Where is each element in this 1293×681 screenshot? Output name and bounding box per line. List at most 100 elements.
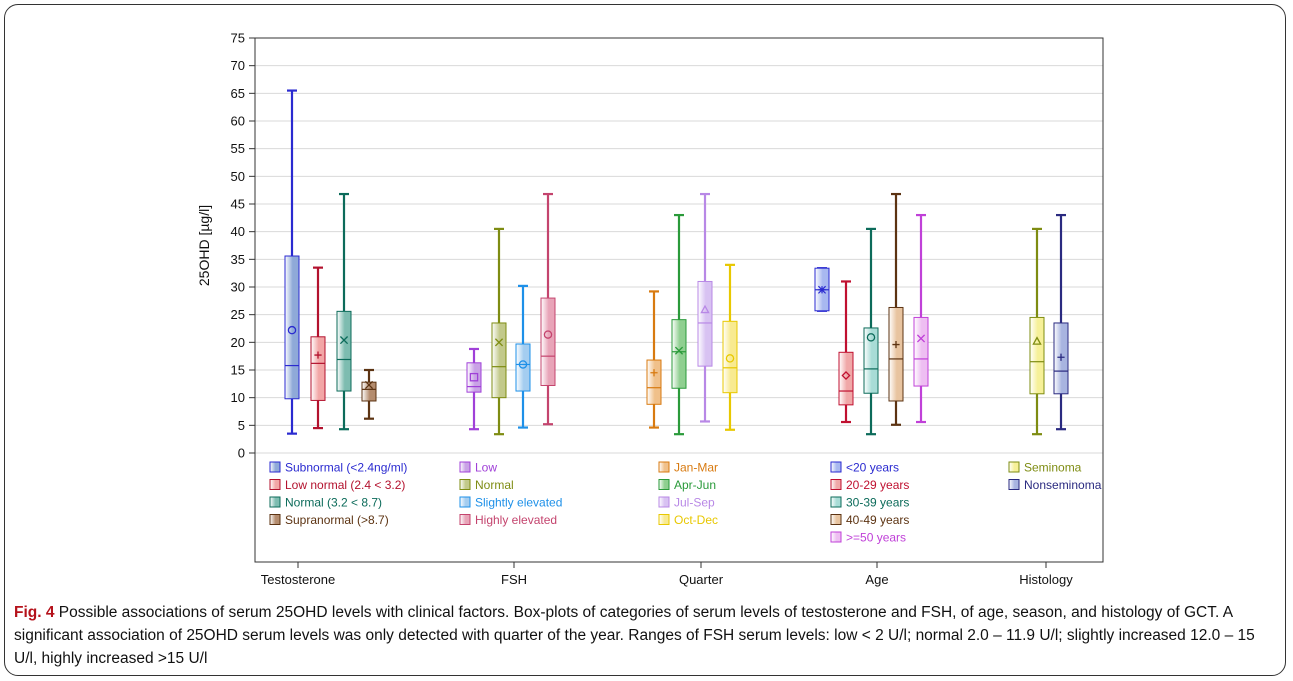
box — [863, 327, 879, 394]
y-tick-label: 75 — [231, 31, 245, 46]
mean-marker — [817, 285, 827, 294]
mean-marker — [494, 338, 504, 347]
y-tick-label: 40 — [231, 224, 245, 239]
legend-swatch — [830, 496, 842, 508]
legend-label: Subnormal (<2.4ng/ml) — [285, 461, 407, 475]
legend-swatch — [830, 479, 842, 490]
mean-marker — [1057, 353, 1065, 361]
boxplot-chart: 0 5 10 15 20 25 30 35 40 45 50 55 60 65 70 75 25OHD [µg/… — [196, 31, 1104, 587]
legend-swatch — [269, 496, 281, 508]
legend-swatch — [269, 461, 281, 473]
mean-marker — [518, 360, 528, 369]
box — [913, 316, 929, 387]
plot-border — [254, 37, 1104, 563]
x-tick-label: Testosterone — [261, 572, 335, 587]
legend-swatch — [830, 514, 842, 525]
y-tick-label: 10 — [231, 390, 245, 405]
y-tick-label: 65 — [231, 86, 245, 101]
box — [1029, 316, 1045, 395]
mean-marker — [892, 340, 900, 349]
mean-marker — [543, 330, 553, 339]
mean-marker — [1032, 336, 1042, 345]
legend-label: Oct-Dec — [674, 513, 718, 527]
box — [888, 306, 904, 402]
legend-label: 30-39 years — [846, 496, 909, 510]
y-tick-label: 45 — [231, 197, 245, 212]
legend-label: >=50 years — [846, 531, 906, 545]
legend-swatch — [269, 479, 281, 490]
mean-marker — [916, 334, 926, 343]
legend-swatch — [658, 514, 670, 525]
legend-swatch — [1008, 479, 1020, 490]
box — [646, 359, 662, 405]
y-tick-label: 35 — [231, 252, 245, 267]
legend-swatch — [459, 514, 471, 525]
mean-marker — [364, 380, 374, 389]
legend-label: Supranormal (>8.7) — [285, 513, 389, 527]
box — [310, 336, 326, 401]
legend-label: <20 years — [846, 461, 899, 475]
legend-label: 40-49 years — [846, 513, 909, 527]
legend-swatch — [658, 496, 670, 508]
y-tick-label: 0 — [238, 446, 245, 461]
mean-marker — [650, 369, 658, 377]
x-tick-label: Histology — [1019, 572, 1073, 587]
legend-swatch — [459, 479, 471, 490]
mean-marker — [469, 372, 479, 382]
y-tick-label: 55 — [231, 141, 245, 156]
caption-label: Fig. 4 — [14, 604, 55, 621]
box — [284, 255, 300, 400]
legend-label: Seminoma — [1024, 461, 1082, 475]
caption-text: Possible associations of serum 25OHD lev… — [14, 604, 1255, 667]
figure-frame — [4, 4, 1286, 676]
legend-label: Jan-Mar — [674, 461, 718, 475]
y-tick-label: 15 — [231, 363, 245, 378]
y-tick-label: 25 — [231, 307, 245, 322]
figure-caption: Fig. 4 Possible associations of serum 25… — [14, 601, 1276, 670]
box — [466, 362, 482, 393]
mean-marker — [339, 336, 349, 345]
legend-label: Jul-Sep — [674, 496, 715, 510]
mean-marker — [674, 346, 684, 355]
mean-marker — [314, 351, 322, 359]
legend-label: Normal (3.2 < 8.7) — [285, 496, 382, 510]
y-tick-label: 60 — [231, 114, 245, 129]
x-tick-label: Quarter — [679, 572, 724, 587]
mean-marker — [841, 371, 851, 381]
legend-swatch — [830, 461, 842, 473]
box — [540, 297, 556, 386]
x-tick-label: FSH — [501, 572, 527, 587]
box — [722, 320, 738, 394]
box — [671, 319, 687, 389]
box — [491, 322, 507, 399]
legend-swatch — [658, 461, 670, 473]
mean-marker — [700, 304, 710, 314]
mean-marker — [725, 354, 735, 363]
legend-label: Slightly elevated — [475, 496, 562, 510]
legend-label: Normal — [475, 478, 514, 492]
mean-marker — [866, 333, 876, 342]
legend-swatch — [459, 496, 471, 508]
legend-swatch — [830, 531, 842, 543]
x-tick-label: Age — [865, 572, 888, 587]
legend-label: Highly elevated — [475, 513, 557, 527]
legend-label: Low normal (2.4 < 3.2) — [285, 478, 405, 492]
legend-swatch — [459, 461, 471, 473]
y-tick-label: 50 — [231, 169, 245, 184]
y-tick-label: 20 — [231, 335, 245, 350]
y-tick-label: 70 — [231, 58, 245, 73]
box — [361, 381, 377, 402]
y-tick-label: 5 — [238, 418, 245, 433]
legend-swatch — [658, 479, 670, 490]
legend-label: Apr-Jun — [674, 478, 716, 492]
legend-label: Low — [475, 461, 497, 475]
y-axis-label: 25OHD [µg/l] — [196, 205, 212, 286]
y-tick-label: 30 — [231, 280, 245, 295]
mean-marker — [287, 325, 297, 335]
box — [336, 310, 352, 392]
box — [697, 280, 713, 367]
legend-swatch — [1008, 461, 1020, 473]
legend-swatch — [269, 514, 281, 525]
legend-label: Nonseminoma — [1024, 478, 1102, 492]
legend-label: 20-29 years — [846, 478, 909, 492]
